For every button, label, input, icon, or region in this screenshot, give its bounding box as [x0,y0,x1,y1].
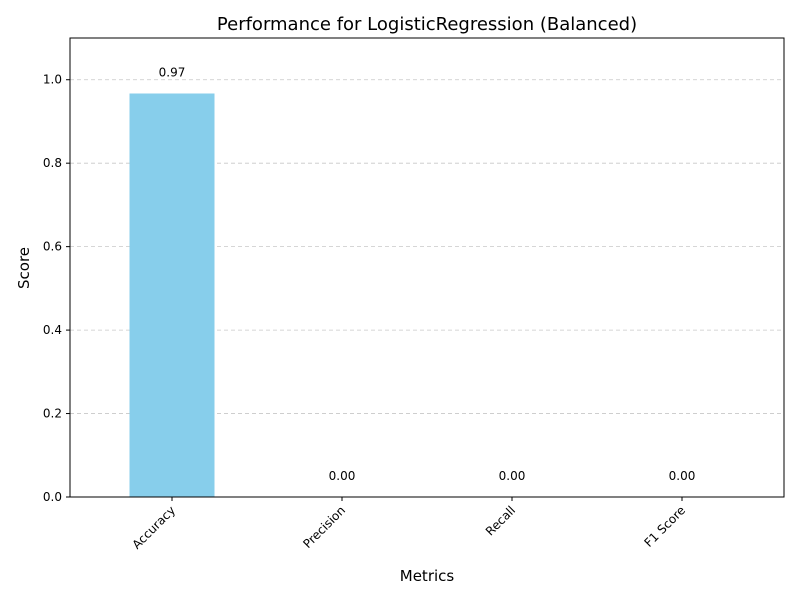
x-axis-label: Metrics [400,567,455,585]
x-tick-label: Recall [483,503,518,538]
x-axis: Accuracy Precision Recall F1 Score [129,497,688,552]
bar [129,93,215,497]
x-tick-label: F1 Score [641,503,688,550]
bar-value-label: 0.00 [329,469,356,483]
plot-frame [69,37,785,498]
bar-value-label: 0.00 [669,469,696,483]
y-tick-label: 0.8 [43,156,62,170]
y-tick-label: 1.0 [43,73,62,87]
x-tick-label: Precision [300,503,348,551]
bar-value-label: 0.97 [159,66,186,80]
y-tick-label: 0.4 [43,323,62,337]
y-tick-label: 0.6 [43,240,62,254]
x-tick-label: Accuracy [129,503,178,552]
chart-title: Performance for LogisticRegression (Bala… [217,14,637,35]
y-tick-label: 0.2 [43,407,62,421]
y-tick-label: 0.0 [43,490,62,504]
y-axis-label: Score [15,247,33,289]
bar-value-label: 0.00 [499,469,526,483]
y-axis: 0.0 0.2 0.4 0.6 0.8 1.0 [43,73,70,504]
bars [129,93,215,497]
data-labels: 0.97 0.00 0.00 0.00 [159,66,696,484]
